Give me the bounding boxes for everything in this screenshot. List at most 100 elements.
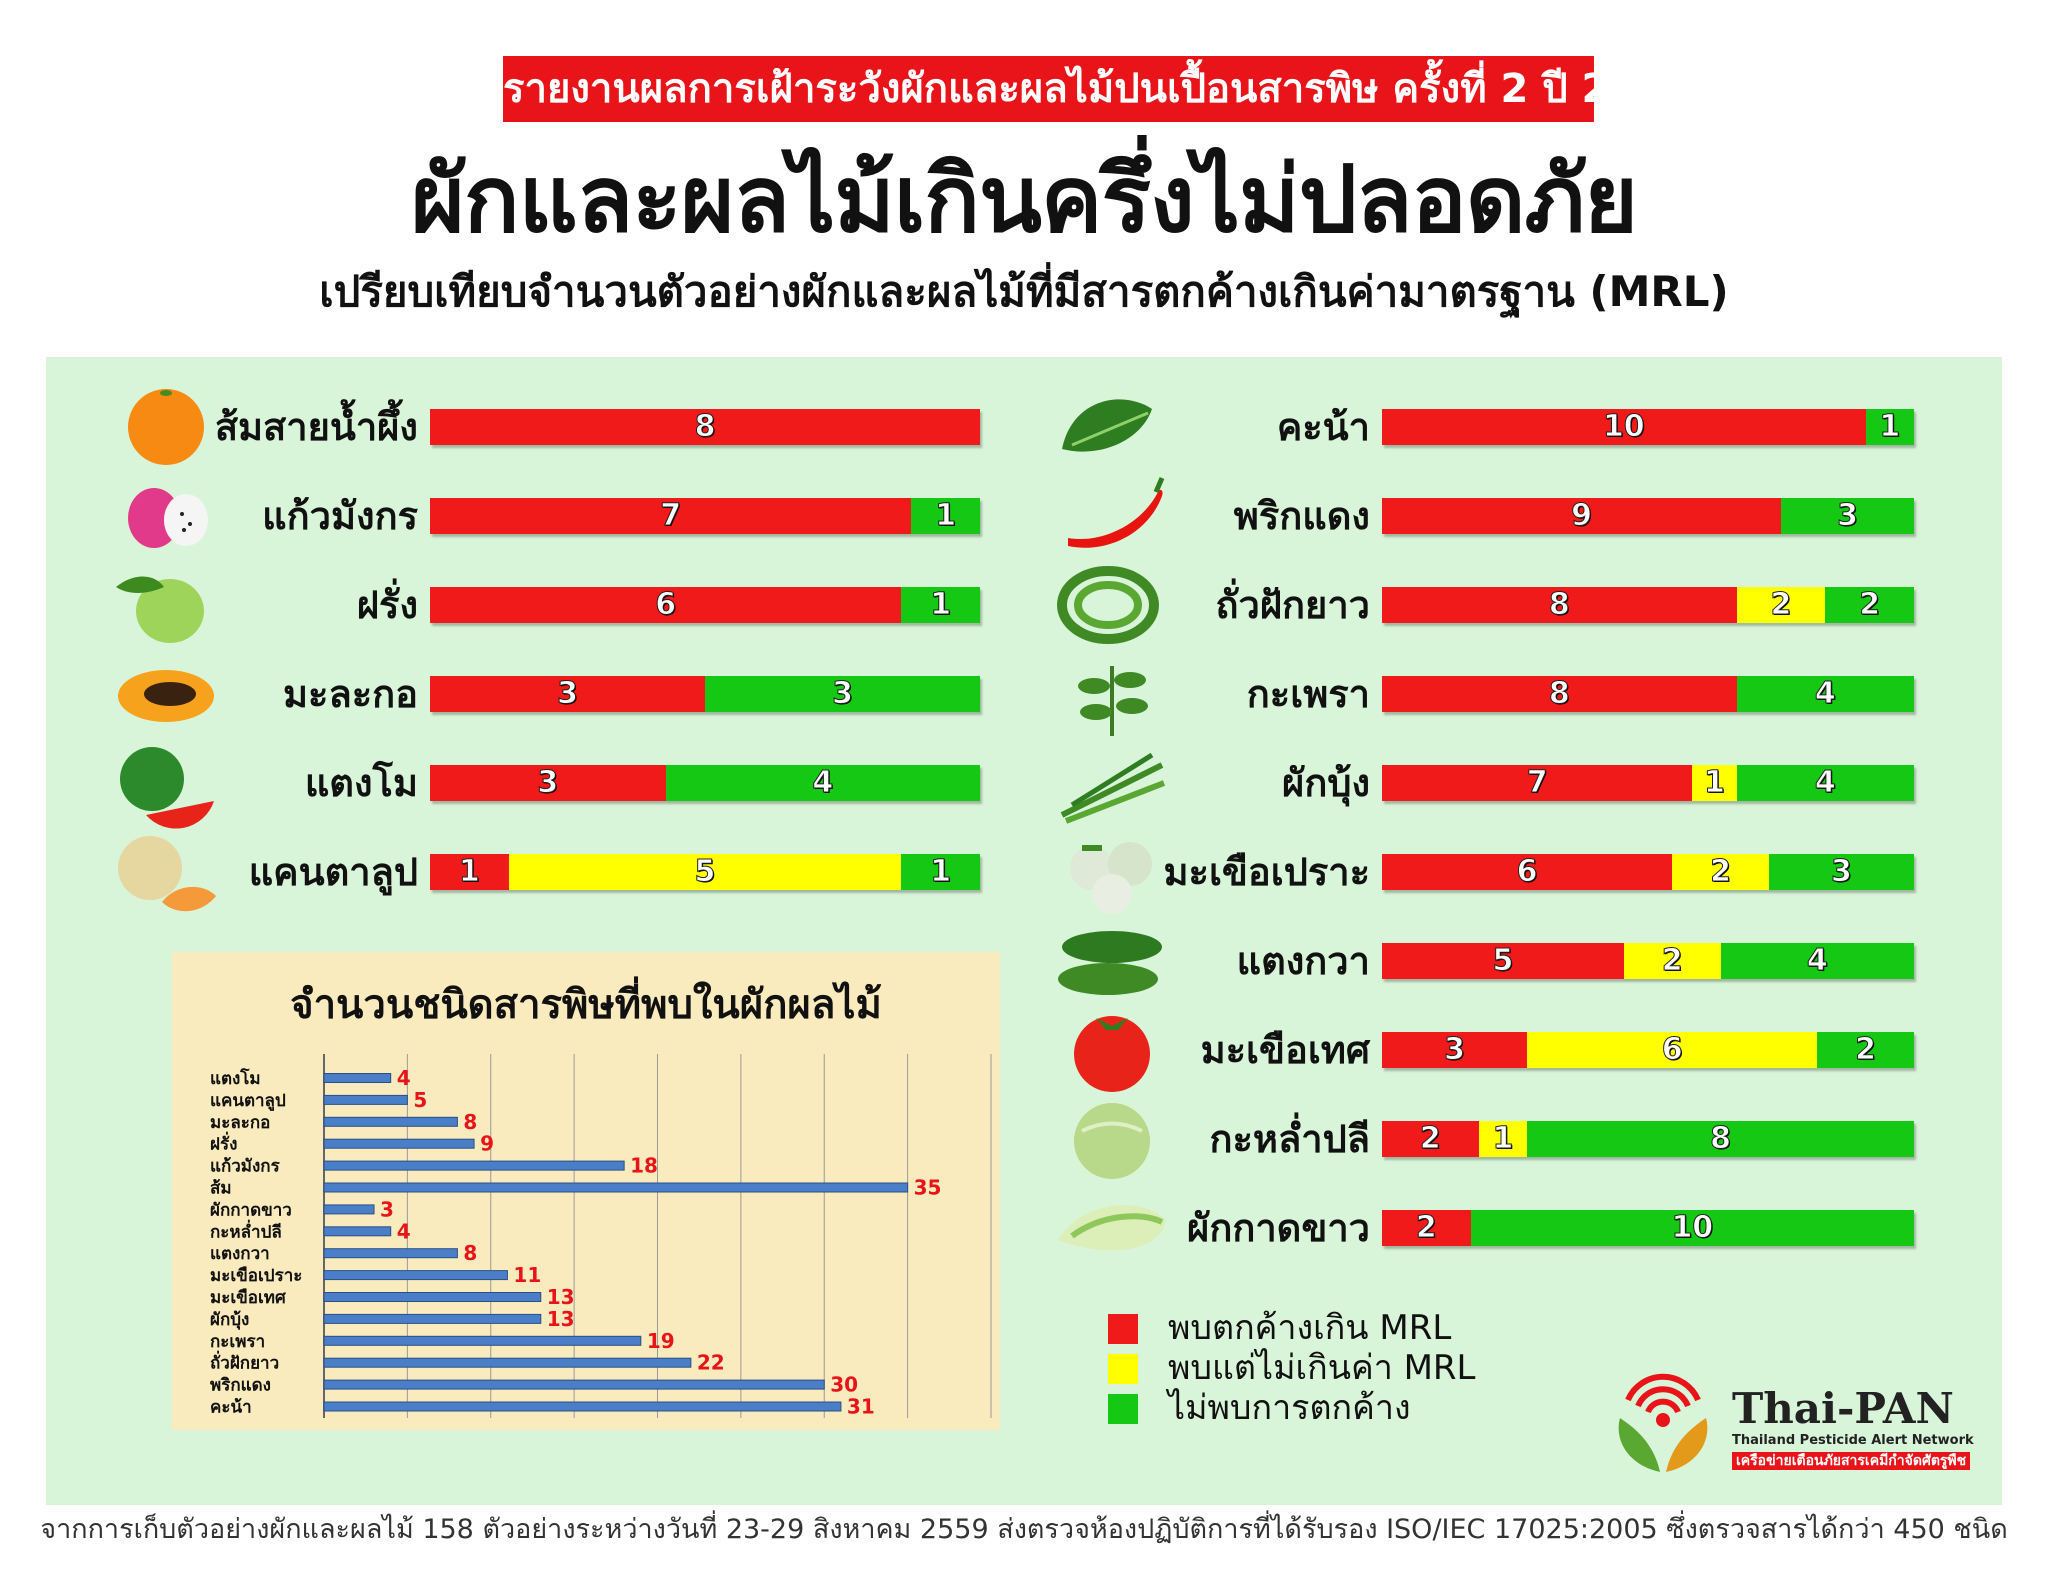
bar-segment-green: 3 <box>705 676 980 712</box>
bar-segment-red: 6 <box>430 587 902 623</box>
chili-icon <box>1052 468 1172 568</box>
bar-segment-green: 3 <box>1768 854 1914 890</box>
bar-segment-red: 8 <box>1382 676 1737 712</box>
toxin-chart-title: จำนวนชนิดสารพิษที่พบในผักผลไม้ <box>290 982 882 1028</box>
item-label: แตงโม <box>304 761 418 805</box>
legend-swatch-yellow <box>1108 1354 1138 1384</box>
toxin-bar <box>323 1357 692 1368</box>
item-label: แตงกวา <box>1236 939 1370 983</box>
page-subtitle: เปรียบเทียบจำนวนตัวอย่างผักและผลไม้ที่มี… <box>319 267 1729 316</box>
toxin-category-label: แคนตาลูป <box>210 1091 286 1112</box>
toxin-bar <box>323 1116 458 1127</box>
orange-icon <box>106 379 226 479</box>
thai-pan-logo-icon <box>1608 1360 1718 1480</box>
item-label: มะเขือเทศ <box>1200 1028 1370 1072</box>
toxin-bar <box>323 1248 458 1259</box>
papaya-icon <box>106 646 226 746</box>
stacked-bar: 2 10 <box>1382 1210 1914 1246</box>
bar-segment-yellow: 2 <box>1623 943 1721 979</box>
toxin-bar <box>323 1073 392 1083</box>
bar-segment-yellow: 5 <box>508 854 902 890</box>
item-label: มะเขือเปราะ <box>1163 850 1370 894</box>
bar-segment-green: 2 <box>1825 587 1914 623</box>
toxin-value-label: 13 <box>547 1285 575 1309</box>
eggplant-icon <box>1052 824 1172 924</box>
legend-label: ไม่พบการตกค้าง <box>1168 1388 1411 1428</box>
brand-name: Thai-PAN <box>1732 1384 1954 1433</box>
bar-segment-red: 3 <box>430 676 705 712</box>
toxin-value-label: 31 <box>847 1395 875 1419</box>
bar-segment-red: 6 <box>1382 854 1673 890</box>
toxin-category-label: มะละกอ <box>210 1113 270 1133</box>
item-label: คะน้า <box>1276 405 1370 449</box>
toxin-category-label: คะน้า <box>210 1398 252 1418</box>
item-label: ถั่วฝักยาว <box>1215 583 1370 627</box>
bar-segment-red: 9 <box>1382 498 1781 534</box>
toxin-bar <box>323 1226 392 1237</box>
toxin-category-label: ถั่วฝักยาว <box>210 1351 279 1374</box>
long-bean-icon <box>1052 557 1172 657</box>
item-label: แก้วมังกร <box>262 494 418 538</box>
bar-segment-green: 4 <box>665 765 980 801</box>
toxin-bar <box>323 1270 508 1281</box>
morning-glory-icon <box>1052 735 1172 835</box>
bar-segment-yellow: 2 <box>1736 587 1826 623</box>
bar-segment-red: 7 <box>1382 765 1693 801</box>
legend-label: พบแต่ไม่เกินค่า MRL <box>1168 1348 1476 1388</box>
footer-note: จากการเก็บตัวอย่างผักและผลไม้ 158 ตัวอย่… <box>40 1514 2008 1545</box>
toxin-value-label: 13 <box>547 1307 575 1331</box>
item-label: มะละกอ <box>283 672 418 716</box>
bar-segment-green: 1 <box>911 498 980 534</box>
toxin-bar <box>323 1401 842 1412</box>
toxin-count-chart: แตงโม 4 แคนตาลูป 5 มะละกอ 8 ฝรั่ง 9 แก้วมังกร 18 ส… <box>210 1054 992 1419</box>
toxin-value-label: 30 <box>830 1373 858 1397</box>
bar-segment-red: 8 <box>1382 587 1737 623</box>
toxin-bar <box>323 1379 825 1390</box>
toxin-category-label: ผักกาดขาว <box>210 1200 292 1220</box>
toxin-bar <box>323 1182 909 1193</box>
item-label: พริกแดง <box>1233 494 1370 538</box>
bar-segment-red: 10 <box>1382 409 1866 445</box>
kale-icon <box>1052 379 1172 479</box>
tomato-icon <box>1052 1002 1172 1102</box>
bar-segment-red: 2 <box>1382 1210 1471 1246</box>
legend-swatch-green <box>1108 1394 1138 1424</box>
toxin-bar <box>323 1313 542 1324</box>
toxin-value-label: 4 <box>397 1066 411 1090</box>
item-label: ผักบุ้ง <box>1282 761 1370 805</box>
bar-segment-yellow: 2 <box>1672 854 1769 890</box>
watermelon-icon <box>106 735 226 835</box>
toxin-bar <box>323 1094 408 1105</box>
bar-segment-red: 3 <box>1382 1032 1528 1068</box>
toxin-category-label: กะเพรา <box>210 1332 265 1352</box>
item-label: กะหล่ำปลี <box>1209 1117 1371 1161</box>
bar-segment-green: 4 <box>1736 765 1914 801</box>
toxin-category-label: มะเขือเปราะ <box>210 1265 302 1286</box>
toxin-bar <box>323 1292 542 1302</box>
toxin-value-label: 8 <box>463 1110 477 1134</box>
toxin-value-label: 3 <box>380 1197 394 1221</box>
basil-icon <box>1052 646 1172 746</box>
bar-segment-red: 8 <box>430 409 980 445</box>
bar-segment-green: 10 <box>1470 1210 1914 1246</box>
bar-segment-green: 3 <box>1781 498 1914 534</box>
toxin-value-label: 8 <box>463 1241 477 1265</box>
page-title: ผักและผลไม้เกินครึ่งไม่ปลอดภัย <box>410 146 1638 253</box>
toxin-category-label: กะหล่ำปลี <box>210 1219 282 1242</box>
bar-segment-red: 2 <box>1382 1121 1479 1157</box>
toxin-value-label: 19 <box>647 1329 675 1353</box>
bar-segment-green: 4 <box>1720 943 1914 979</box>
toxin-category-label: พริกแดง <box>210 1376 271 1396</box>
cabbage-icon <box>1052 1091 1172 1191</box>
